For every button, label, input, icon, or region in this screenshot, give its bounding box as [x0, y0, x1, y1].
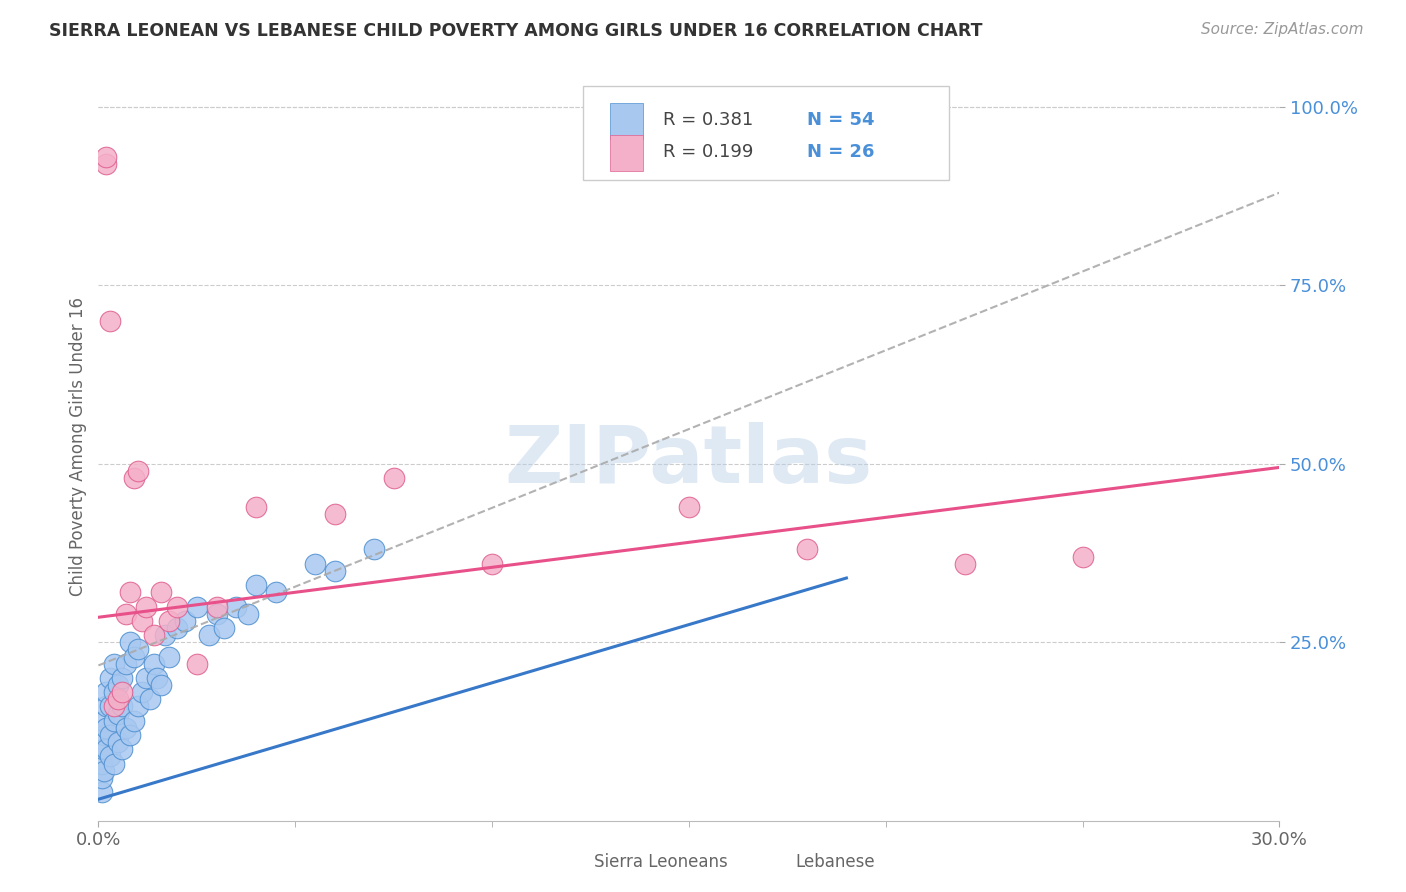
- Point: [96, 685, 118, 699]
- Point: [150, 678, 173, 692]
- Point: [103, 685, 125, 699]
- Point: [363, 542, 385, 557]
- Point: [107, 678, 129, 692]
- Point: [138, 692, 160, 706]
- Point: [91, 756, 114, 771]
- Point: [122, 649, 145, 664]
- Point: [382, 471, 405, 485]
- Point: [135, 599, 157, 614]
- Point: [115, 721, 138, 735]
- Point: [304, 557, 326, 571]
- FancyBboxPatch shape: [553, 848, 586, 875]
- Point: [1071, 549, 1094, 564]
- Point: [122, 714, 145, 728]
- Point: [111, 671, 134, 685]
- Point: [90, 785, 112, 799]
- Point: [135, 671, 157, 685]
- Point: [103, 714, 125, 728]
- Point: [186, 599, 208, 614]
- Y-axis label: Child Poverty Among Girls Under 16: Child Poverty Among Girls Under 16: [69, 296, 87, 596]
- Text: N = 54: N = 54: [807, 112, 875, 129]
- Point: [205, 599, 228, 614]
- Point: [98, 314, 121, 328]
- Point: [115, 607, 138, 621]
- Point: [111, 699, 134, 714]
- Text: SIERRA LEONEAN VS LEBANESE CHILD POVERTY AMONG GIRLS UNDER 16 CORRELATION CHART: SIERRA LEONEAN VS LEBANESE CHILD POVERTY…: [49, 22, 983, 40]
- Point: [323, 564, 346, 578]
- FancyBboxPatch shape: [582, 87, 949, 180]
- Point: [96, 742, 118, 756]
- Point: [245, 500, 267, 514]
- Point: [96, 721, 118, 735]
- Point: [115, 657, 138, 671]
- Point: [107, 692, 129, 706]
- FancyBboxPatch shape: [610, 103, 643, 139]
- Point: [166, 621, 188, 635]
- Point: [98, 728, 121, 742]
- Point: [93, 714, 115, 728]
- Point: [96, 699, 118, 714]
- Point: [323, 507, 346, 521]
- Point: [111, 685, 134, 699]
- Point: [127, 464, 149, 478]
- Point: [93, 764, 115, 778]
- Text: R = 0.199: R = 0.199: [664, 143, 754, 161]
- Point: [91, 742, 114, 756]
- Point: [98, 699, 121, 714]
- Point: [157, 649, 180, 664]
- Point: [118, 585, 141, 599]
- Point: [245, 578, 267, 592]
- Point: [214, 621, 236, 635]
- Point: [103, 699, 125, 714]
- Point: [953, 557, 976, 571]
- Point: [103, 756, 125, 771]
- Point: [264, 585, 287, 599]
- Point: [796, 542, 818, 557]
- Point: [481, 557, 503, 571]
- Point: [118, 728, 141, 742]
- Point: [142, 628, 165, 642]
- Point: [111, 742, 134, 756]
- Text: R = 0.381: R = 0.381: [664, 112, 754, 129]
- Point: [118, 635, 141, 649]
- Point: [236, 607, 259, 621]
- Point: [127, 699, 149, 714]
- FancyBboxPatch shape: [610, 135, 643, 171]
- Point: [96, 157, 118, 171]
- Point: [122, 471, 145, 485]
- Point: [197, 628, 219, 642]
- Text: Sierra Leoneans: Sierra Leoneans: [595, 853, 728, 871]
- FancyBboxPatch shape: [754, 848, 787, 875]
- Point: [146, 671, 169, 685]
- Point: [131, 614, 153, 628]
- Point: [174, 614, 197, 628]
- Point: [166, 599, 188, 614]
- Point: [103, 657, 125, 671]
- Point: [98, 671, 121, 685]
- Point: [107, 706, 129, 721]
- Point: [93, 728, 115, 742]
- Point: [186, 657, 208, 671]
- Text: N = 26: N = 26: [807, 143, 875, 161]
- Text: Source: ZipAtlas.com: Source: ZipAtlas.com: [1201, 22, 1364, 37]
- Point: [142, 657, 165, 671]
- Point: [678, 500, 700, 514]
- Point: [96, 150, 118, 164]
- Point: [131, 685, 153, 699]
- Point: [155, 628, 177, 642]
- Point: [91, 771, 114, 785]
- Point: [98, 749, 121, 764]
- Text: ZIPatlas: ZIPatlas: [505, 422, 873, 500]
- Point: [157, 614, 180, 628]
- Text: Lebanese: Lebanese: [796, 853, 875, 871]
- Point: [205, 607, 228, 621]
- Point: [150, 585, 173, 599]
- Point: [225, 599, 247, 614]
- Point: [107, 735, 129, 749]
- Point: [127, 642, 149, 657]
